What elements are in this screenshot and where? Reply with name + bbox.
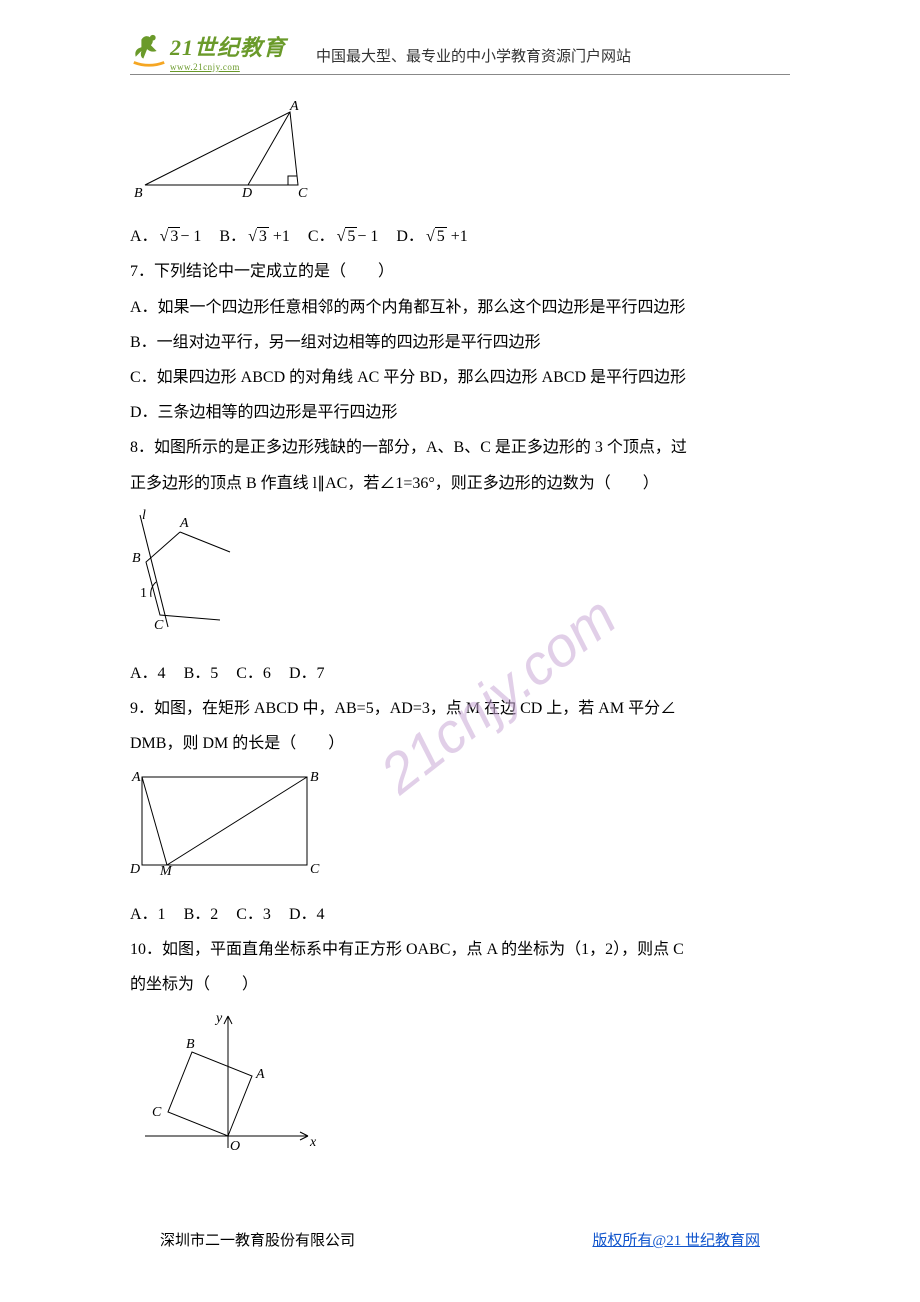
q7-option-a: A．如果一个四边形任意相邻的两个内角都互补，那么这个四边形是平行四边形 (130, 290, 790, 325)
svg-text:A: A (255, 1067, 265, 1082)
q8-options: A．4 B．5 C．6 D．7 (130, 656, 790, 691)
svg-text:C: C (298, 186, 308, 200)
svg-text:D: D (130, 862, 140, 877)
svg-text:D: D (241, 186, 252, 200)
svg-text:A: A (179, 516, 189, 531)
footer-copyright-link[interactable]: 版权所有@21 世纪教育网 (592, 1229, 760, 1250)
q8-line1: 8．如图所示的是正多边形残缺的一部分，A、B、C 是正多边形的 3 个顶点，过 (130, 430, 790, 465)
svg-text:x: x (309, 1135, 317, 1150)
svg-text:A: A (289, 100, 299, 114)
svg-text:O: O (230, 1139, 240, 1154)
q6-options: A．√3− 1 B．√3 +1 C．√5− 1 D．√5 +1 (130, 219, 790, 254)
svg-text:A: A (131, 770, 141, 785)
q7-option-c: C．如果四边形 ABCD 的对角线 AC 平分 BD，那么四边形 ABCD 是平… (130, 360, 790, 395)
q7-option-d: D．三条边相等的四边形是平行四边形 (130, 395, 790, 430)
q9-line2: DMB，则 DM 的长是（ ） (130, 726, 790, 761)
content-body: A B D C A．√3− 1 B．√3 +1 C．√5− 1 D．√5 +1 (130, 100, 790, 1171)
q7-stem: 7．下列结论中一定成立的是（ ） (130, 254, 790, 289)
q6-option-b: B．√3 +1 (219, 228, 294, 245)
figure-coord-oabc: A B C O x y (130, 1008, 790, 1171)
svg-text:C: C (310, 862, 320, 877)
page-header: 21世纪教育 www.21cnjy.com 中国最大型、最专业的中小学教育资源门… (130, 30, 790, 75)
q7-option-b: B．一组对边平行，另一组对边相等的四边形是平行四边形 (130, 325, 790, 360)
q9-options: A．1 B．2 C．3 D．4 (130, 897, 790, 932)
svg-text:C: C (152, 1105, 162, 1120)
svg-text:M: M (159, 864, 173, 877)
q10-line2: 的坐标为（ ） (130, 967, 790, 1002)
figure-polygon-lbc: l A B C 1 (130, 507, 790, 650)
q10-line1: 10．如图，平面直角坐标系中有正方形 OABC，点 A 的坐标为（1，2），则点… (130, 932, 790, 967)
q8-line2: 正多边形的顶点 B 作直线 l∥AC，若∠1=36°，则正多边形的边数为（ ） (130, 466, 790, 501)
q9-option-a: A．1 (130, 906, 166, 923)
q9-option-d: D．4 (289, 906, 325, 923)
q8-option-b: B．5 (184, 665, 219, 682)
svg-text:B: B (310, 770, 319, 785)
header-tagline: 中国最大型、最专业的中小学教育资源门户网站 (316, 45, 631, 72)
site-logo: 21世纪教育 www.21cnjy.com (130, 30, 286, 72)
q8-option-a: A．4 (130, 665, 166, 682)
figure-rectangle-abcd: A B C D M (130, 767, 790, 890)
svg-text:y: y (214, 1011, 223, 1026)
q6-option-d: D．√5 +1 (396, 228, 467, 245)
svg-text:1: 1 (140, 586, 147, 601)
svg-text:B: B (186, 1037, 195, 1052)
q8-option-d: D．7 (289, 665, 325, 682)
logo-url-text: www.21cnjy.com (170, 62, 286, 72)
svg-text:C: C (154, 618, 164, 633)
q8-option-c: C．6 (236, 665, 271, 682)
footer-company: 深圳市二一教育股份有限公司 (160, 1229, 355, 1250)
q9-option-b: B．2 (184, 906, 219, 923)
logo-main-text: 21世纪教育 (170, 30, 286, 62)
svg-text:B: B (132, 551, 141, 566)
runner-icon (130, 32, 168, 70)
q6-option-a: A．√3− 1 (130, 228, 205, 245)
figure-triangle-abdc: A B D C (130, 100, 790, 213)
q9-line1: 9．如图，在矩形 ABCD 中，AB=5，AD=3，点 M 在边 CD 上，若 … (130, 691, 790, 726)
svg-text:B: B (134, 186, 143, 200)
svg-text:l: l (142, 508, 146, 523)
page-footer: 深圳市二一教育股份有限公司 版权所有@21 世纪教育网 (0, 1229, 920, 1250)
q9-option-c: C．3 (236, 906, 271, 923)
q6-option-c: C．√5− 1 (308, 228, 383, 245)
